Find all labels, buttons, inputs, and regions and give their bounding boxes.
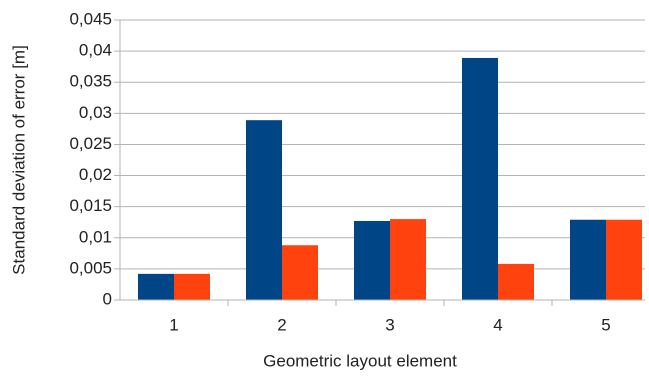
bar [606,219,642,300]
x-tick-label: 2 [277,315,286,334]
bar [138,273,174,300]
y-axis-label: Standard deviation of error [m] [9,45,28,275]
x-tick-label: 4 [493,315,502,334]
x-tick-label: 1 [169,315,178,334]
bar [354,220,390,300]
x-tick-label: 5 [601,315,610,334]
y-tick-label: 0,04 [79,41,112,60]
bar [174,273,210,300]
bar [570,219,606,300]
x-axis-label: Geometric layout element [263,351,457,370]
y-tick-label: 0,03 [79,103,112,122]
y-tick-label: 0,045 [69,9,112,28]
bar [390,219,426,300]
y-tick-label: 0,035 [69,72,112,91]
bar [246,120,282,300]
y-tick-label: 0,01 [79,227,112,246]
y-tick-label: 0 [103,289,112,308]
x-tick-label: 3 [385,315,394,334]
bar [282,245,318,300]
bar [462,57,498,301]
y-tick-label: 0,025 [69,134,112,153]
bar [498,263,534,300]
y-tick-label: 0,005 [69,258,112,277]
y-tick-label: 0,02 [79,165,112,184]
y-tick-label: 0,015 [69,196,112,215]
